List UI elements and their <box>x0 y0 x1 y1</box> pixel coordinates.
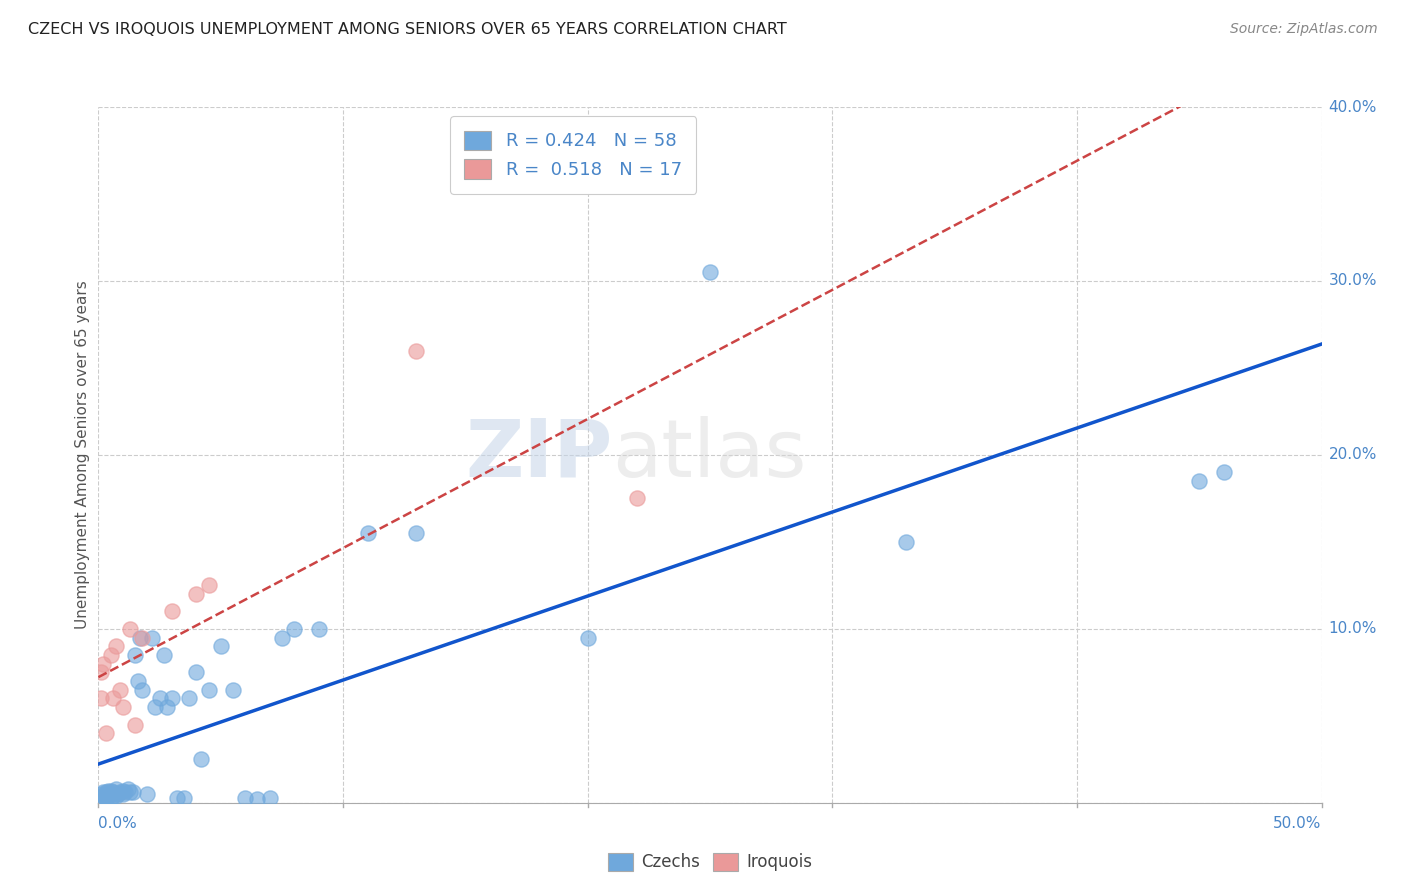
Point <box>101 785 124 799</box>
Point <box>90 789 112 803</box>
Y-axis label: Unemployment Among Seniors over 65 years: Unemployment Among Seniors over 65 years <box>75 281 90 629</box>
Point <box>120 622 142 636</box>
Point <box>405 526 427 541</box>
Text: atlas: atlas <box>612 416 807 494</box>
Point <box>149 691 172 706</box>
Point <box>121 785 143 799</box>
Point <box>94 790 117 805</box>
Point <box>101 789 124 803</box>
Point <box>1212 466 1234 480</box>
Point <box>90 691 112 706</box>
Point <box>91 657 114 671</box>
Point <box>100 648 122 662</box>
Text: 40.0%: 40.0% <box>1329 100 1376 114</box>
Text: 10.0%: 10.0% <box>1329 622 1376 636</box>
Point <box>104 789 127 803</box>
Point <box>97 783 120 797</box>
Point <box>127 674 149 689</box>
Text: ZIP: ZIP <box>465 416 612 494</box>
Text: CZECH VS IROQUOIS UNEMPLOYMENT AMONG SENIORS OVER 65 YEARS CORRELATION CHART: CZECH VS IROQUOIS UNEMPLOYMENT AMONG SEN… <box>28 22 787 37</box>
Text: 30.0%: 30.0% <box>1329 274 1376 288</box>
Point <box>177 691 200 706</box>
Point <box>114 785 136 799</box>
Point <box>124 717 146 731</box>
Point <box>141 631 163 645</box>
Point <box>100 783 122 797</box>
Point <box>91 789 114 803</box>
Point <box>94 785 117 799</box>
Legend: Czechs, Iroquois: Czechs, Iroquois <box>600 846 820 878</box>
Point <box>405 343 427 358</box>
Point <box>110 682 132 697</box>
Point <box>356 526 378 541</box>
Point <box>626 491 648 506</box>
Point <box>166 790 188 805</box>
Point <box>136 787 159 801</box>
Point <box>94 787 117 801</box>
Point <box>1188 474 1211 488</box>
Point <box>894 534 917 549</box>
Point <box>111 783 134 797</box>
Point <box>90 665 112 680</box>
Point <box>111 787 134 801</box>
Point <box>270 631 294 645</box>
Point <box>246 792 269 806</box>
Point <box>186 587 208 601</box>
Point <box>111 700 134 714</box>
Point <box>190 752 212 766</box>
Point <box>117 781 139 796</box>
Point <box>100 790 122 805</box>
Point <box>131 631 153 645</box>
Point <box>160 691 183 706</box>
Point <box>160 605 183 619</box>
Point <box>94 726 117 740</box>
Point <box>143 700 166 714</box>
Text: 20.0%: 20.0% <box>1329 448 1376 462</box>
Point <box>222 682 245 697</box>
Point <box>104 639 127 653</box>
Point <box>129 631 152 645</box>
Text: 50.0%: 50.0% <box>1274 816 1322 831</box>
Point <box>197 578 219 592</box>
Point <box>101 691 124 706</box>
Point <box>283 622 305 636</box>
Point <box>91 785 114 799</box>
Point <box>259 790 281 805</box>
Point <box>308 622 330 636</box>
Point <box>90 790 112 805</box>
Point <box>110 785 132 799</box>
Point <box>209 639 232 653</box>
Point <box>156 700 179 714</box>
Text: 0.0%: 0.0% <box>98 816 138 831</box>
Point <box>107 787 129 801</box>
Point <box>120 785 142 799</box>
Point <box>233 790 256 805</box>
Point <box>124 648 146 662</box>
Point <box>97 789 120 803</box>
Point <box>186 665 208 680</box>
Point <box>90 787 112 801</box>
Point <box>197 682 219 697</box>
Point <box>100 787 122 801</box>
Point <box>153 648 176 662</box>
Text: Source: ZipAtlas.com: Source: ZipAtlas.com <box>1230 22 1378 37</box>
Point <box>173 790 195 805</box>
Point <box>576 631 599 645</box>
Point <box>104 781 127 796</box>
Point <box>699 265 721 279</box>
Point <box>91 790 114 805</box>
Point <box>131 682 153 697</box>
